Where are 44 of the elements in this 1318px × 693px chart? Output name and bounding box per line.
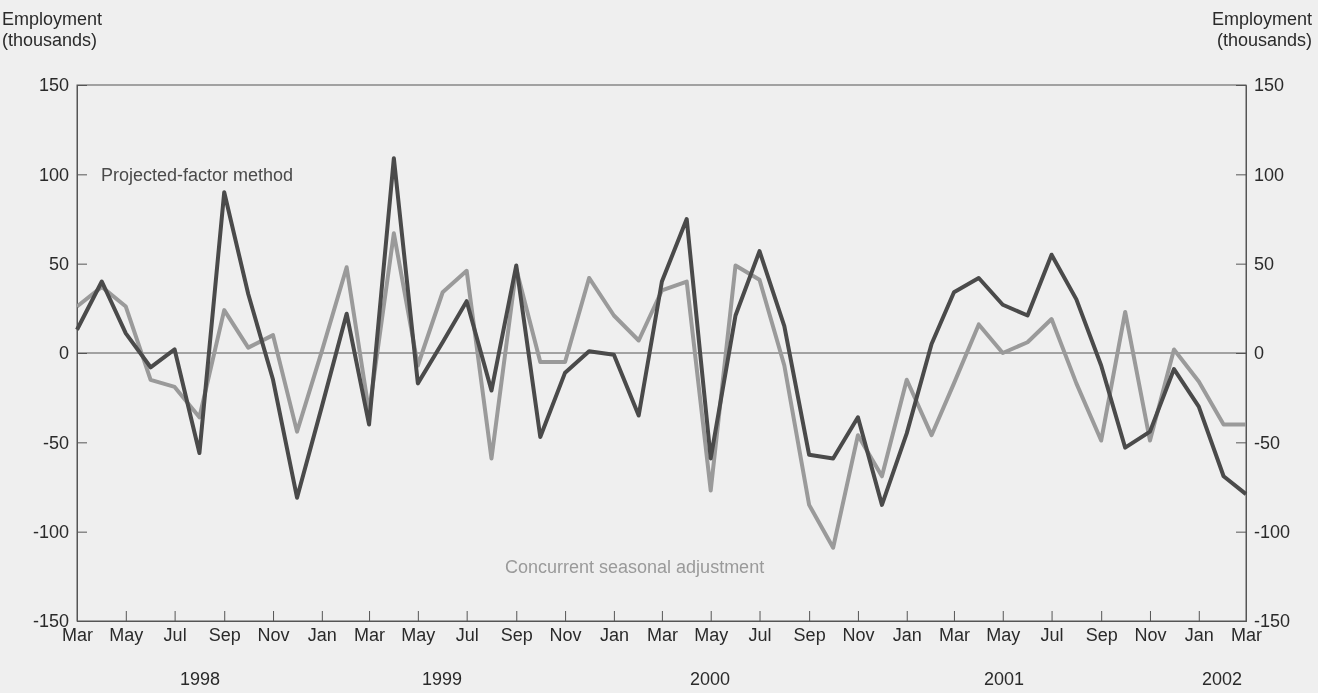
series-label: Projected-factor method: [101, 165, 294, 185]
x-tick-label: Jul: [163, 625, 187, 645]
x-tick-label: Nov: [549, 625, 582, 645]
x-tick-label: Jul: [455, 625, 479, 645]
y2-tick-label: -50: [1254, 432, 1281, 453]
x-tick-label: Sep: [793, 625, 826, 645]
text: 2002: [1201, 669, 1243, 689]
y2-tick-label: 100: [1254, 164, 1285, 185]
x-tick-label: Jul: [1040, 625, 1064, 645]
y-tick-label: 150: [38, 75, 69, 96]
x-tick-label: Nov: [257, 625, 290, 645]
x-tick-label: Sep: [208, 625, 241, 645]
y-tick-label: 0: [58, 343, 69, 364]
x-tick-label: Jan: [1184, 625, 1214, 645]
x-tick-label: Sep: [500, 625, 533, 645]
x-tick-label: Mar: [354, 625, 386, 645]
x-tick-label: Jul: [748, 625, 772, 645]
y2-tick-label: 150: [1254, 75, 1285, 96]
y2-tick-label: -100: [1254, 521, 1291, 542]
y-tick-label: -100: [32, 521, 69, 542]
x-tick-label: Nov: [1134, 625, 1167, 645]
text: 2001: [983, 669, 1025, 689]
y2-tick-label: 0: [1254, 343, 1265, 364]
x-tick-label: Jan: [599, 625, 629, 645]
y2-axis-title: Employment (thousands): [1211, 9, 1312, 50]
y-tick-label: -50: [42, 432, 69, 453]
text: 1999: [421, 669, 463, 689]
x-tick-label: Sep: [1085, 625, 1118, 645]
text: 1998: [179, 669, 221, 689]
y-tick-label: 50: [48, 253, 69, 274]
x-tick-label: Jan: [892, 625, 922, 645]
x-tick-label: May: [694, 625, 729, 645]
x-tick-label: May: [401, 625, 436, 645]
x-tick-label: Mar: [646, 625, 678, 645]
x-tick-label: May: [109, 625, 144, 645]
x-tick-label: May: [986, 625, 1021, 645]
text: 2000: [689, 669, 731, 689]
y2-tick-label: 50: [1254, 253, 1275, 274]
y-axis-title: Employment (thousands): [2, 9, 103, 50]
text: Concurrent seasonal adjustment: [505, 557, 765, 577]
x-tick-label: Nov: [842, 625, 875, 645]
x-tick-label: Mar: [938, 625, 970, 645]
y-tick-label: 100: [38, 164, 69, 185]
x-tick-label: Jan: [307, 625, 337, 645]
